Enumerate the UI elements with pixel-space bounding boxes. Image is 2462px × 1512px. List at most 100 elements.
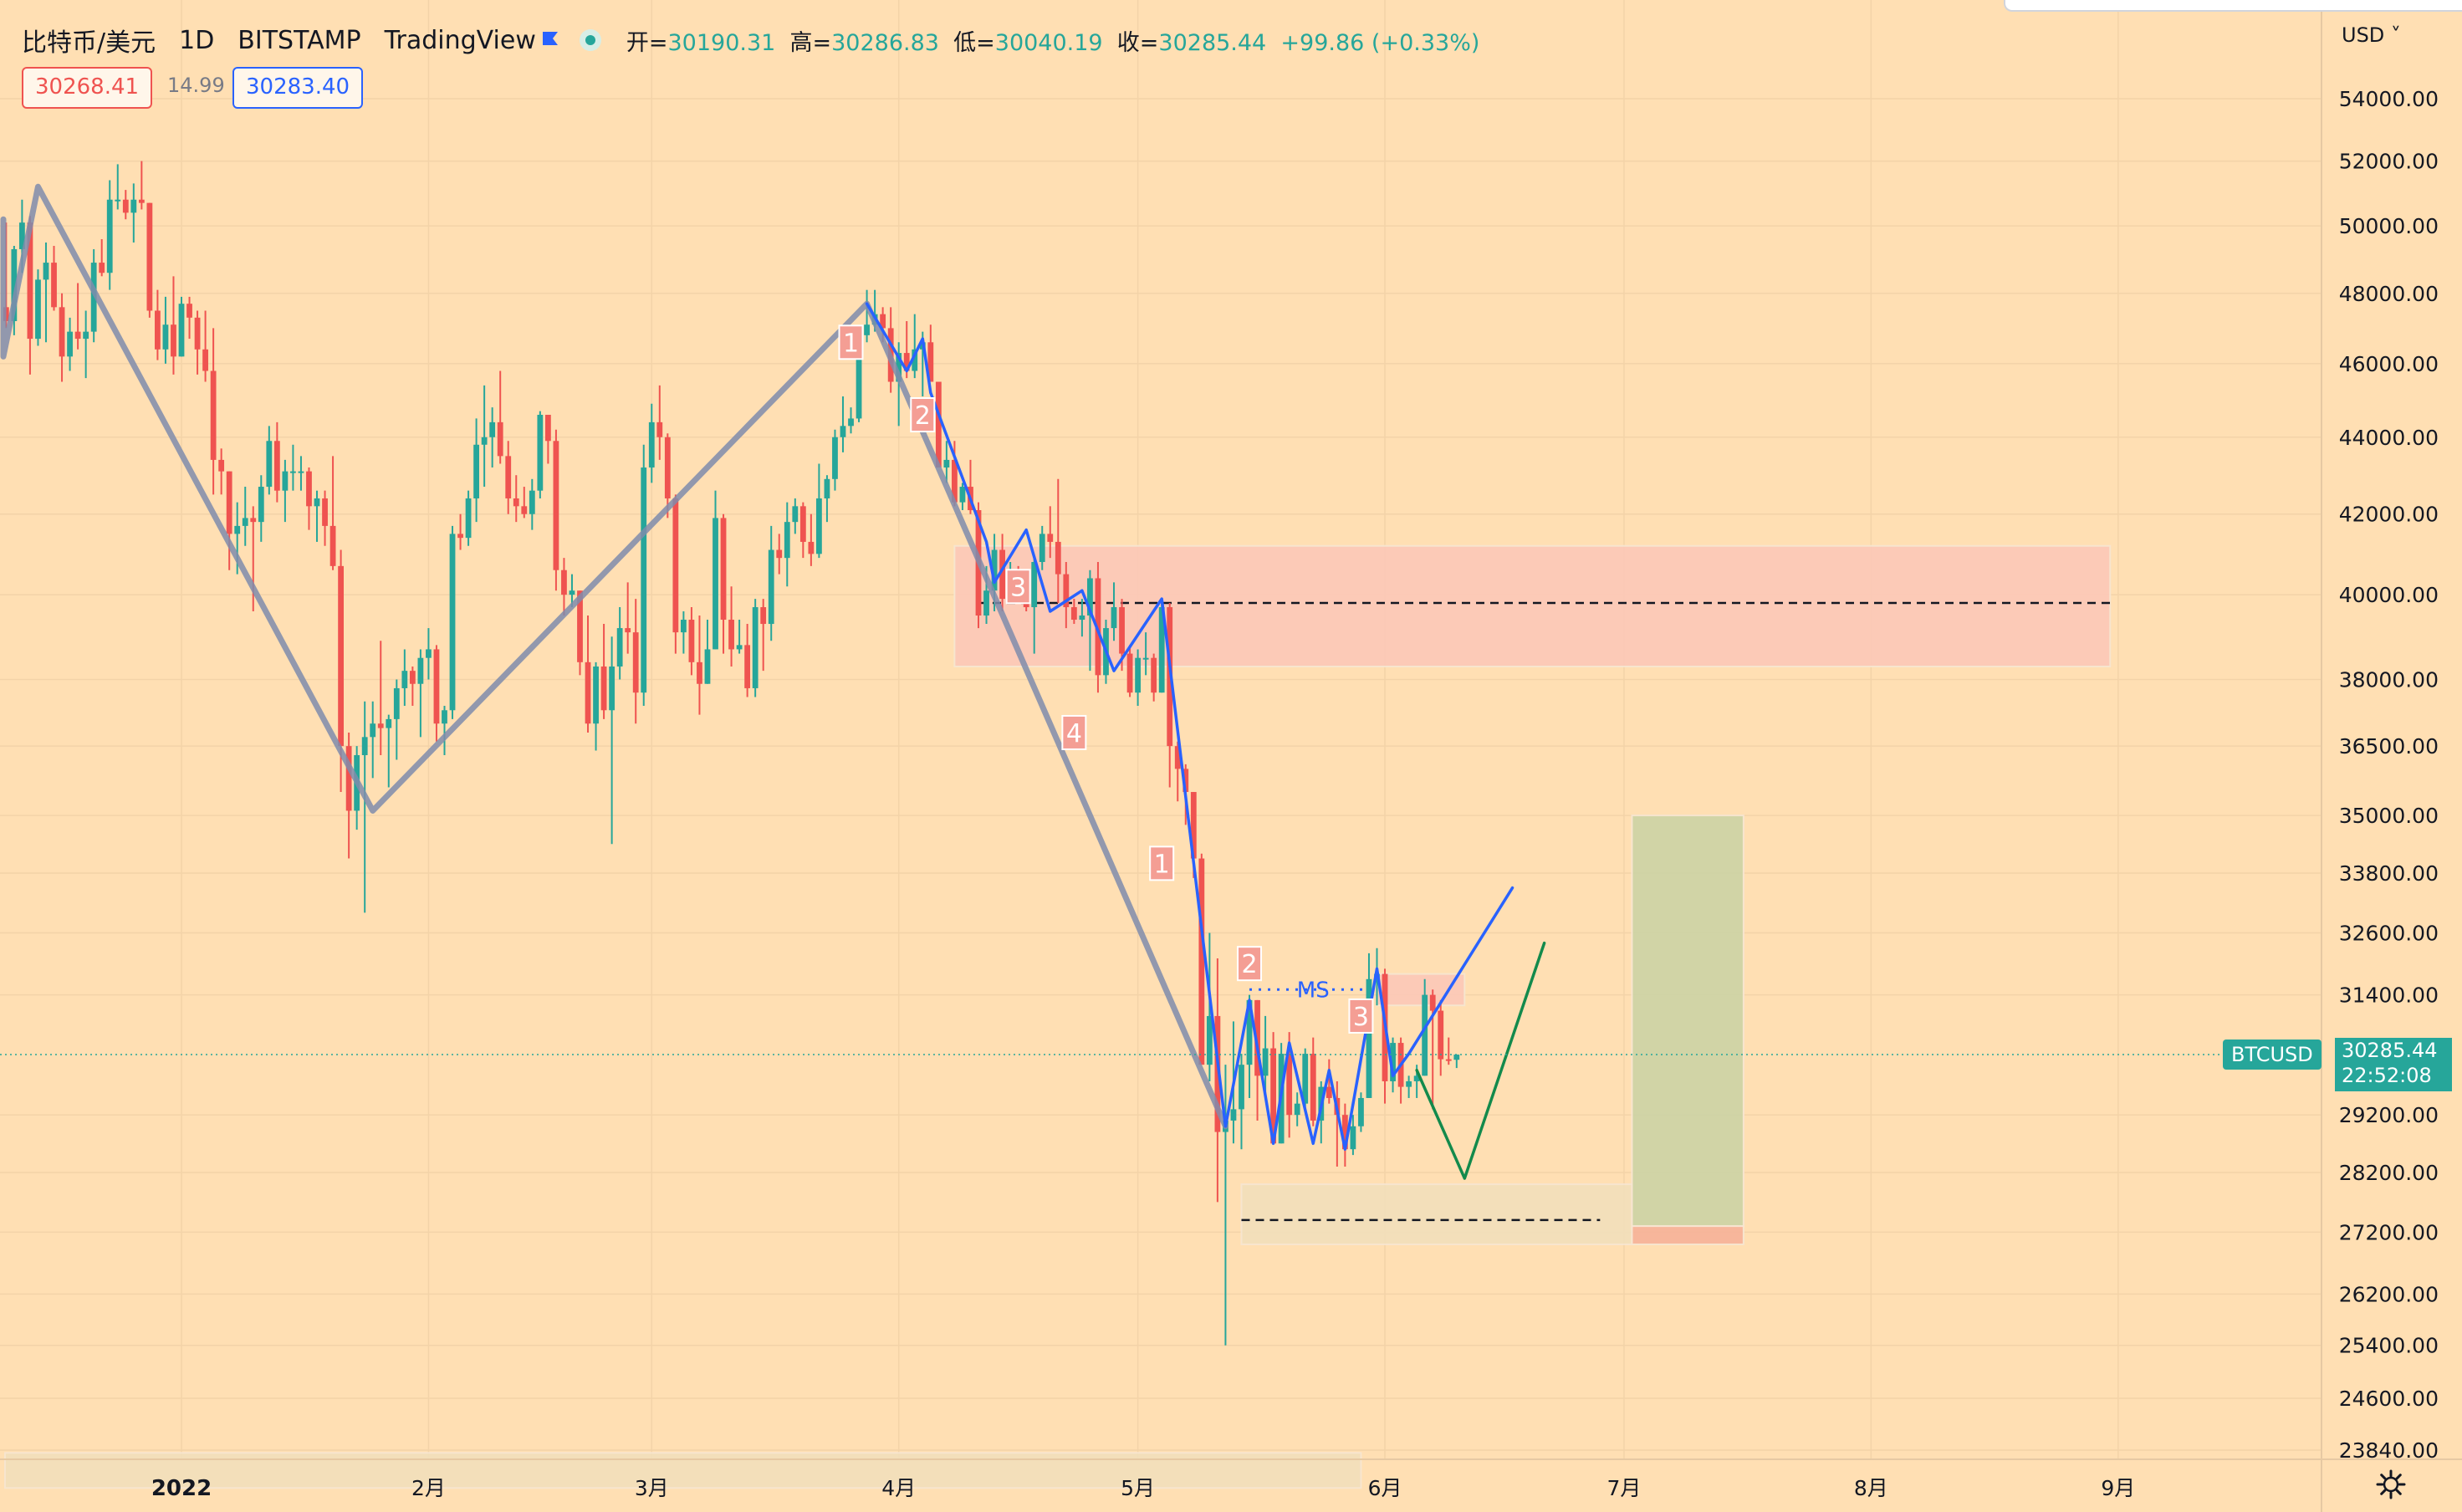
gear-icon[interactable] [2375,1469,2407,1500]
candle [27,216,33,375]
candle [840,396,846,452]
candle [816,463,822,559]
candle [927,324,934,382]
x-tick-label: 6月 [1368,1476,1402,1500]
candle-body [202,349,208,371]
candle-body [1119,607,1125,654]
candle-body [784,522,790,559]
candle-body [409,671,416,684]
candle-body [816,498,822,554]
candle-body [1390,1043,1396,1081]
candle [115,164,121,210]
candle-body [329,525,336,566]
candle [537,411,544,498]
candle-body [194,317,201,350]
candle [329,456,336,570]
candle [1358,1092,1364,1132]
blue-zigzag-may [1223,967,1411,1151]
long-stop [1631,1225,1744,1245]
spread-value: 14.99 [167,74,225,97]
candle [529,478,535,530]
candle-body [1422,994,1428,1076]
candle [59,293,65,382]
candle-body [361,737,368,755]
candle-body [577,590,583,662]
interval-label[interactable]: 1D [179,25,215,55]
y-tick-label: 36500.00 [2339,734,2439,759]
candle-body [1055,541,1061,575]
candle-body [1151,657,1157,693]
wave-label: 1 [1149,845,1175,881]
candle [122,190,129,220]
y-tick-label: 27200.00 [2339,1220,2439,1244]
candle-body [1262,1048,1269,1076]
candle-body [59,307,65,357]
candle [713,490,718,650]
candle-body [1286,1054,1293,1116]
candle-body [569,590,575,595]
wave-label: 3 [1005,569,1031,605]
y-tick-label: 44000.00 [2339,426,2439,450]
candle-body [314,498,320,507]
wave-label-box [838,324,864,360]
candle-body [720,518,727,621]
currency-selector[interactable]: USD ˅ [2342,23,2401,47]
candle [497,370,503,464]
candle [1198,853,1205,1065]
chart-legend: 比特币/美元 1D BITSTAMP TradingView 开=30190.3… [22,22,1479,59]
wave-label-text: 1 [1154,850,1170,879]
candle [736,620,743,654]
candle-body [155,310,161,350]
blue-flag-icon[interactable] [541,30,559,50]
candle-body [776,549,783,559]
candle [433,645,440,742]
last-price-tag: 30285.44 22:52:08 [2335,1038,2452,1091]
symbol-title[interactable]: 比特币/美元 [22,28,156,58]
sell-price-button[interactable]: 30268.41 [22,67,153,109]
open-value: 30190.31 [667,29,776,56]
candle [1429,989,1436,1110]
candle [1039,525,1045,570]
candle [505,441,512,514]
candle-body [1079,616,1085,621]
buy-price-button[interactable]: 30283.40 [232,67,364,109]
candle-body [290,471,296,473]
candle [130,183,137,243]
candle [799,502,806,559]
candle-body [178,304,185,357]
candle-body [1366,978,1372,1098]
wave-label-box [1237,946,1263,982]
supply-zone [953,544,2112,667]
candle-body [74,331,81,340]
candle-body [67,331,73,357]
candle-body [162,324,169,350]
candle-body [609,666,616,711]
candle-body [433,649,440,724]
wave-label: 1 [838,324,864,360]
candle-body [481,437,488,445]
candle-body [186,304,192,318]
candle-body [832,437,838,479]
y-tick-label: 50000.00 [2339,214,2439,238]
candle-body [1438,1010,1444,1060]
candle-body [298,471,304,473]
candle [210,328,217,495]
candle-body [218,459,225,472]
candle-body [680,620,687,633]
candle-body [146,202,153,311]
candle-body [377,723,384,728]
candle [1214,958,1221,1203]
candle [569,574,575,608]
candle-body [1406,1080,1412,1087]
candle-body [672,498,679,633]
countdown-value: 22:52:08 [2342,1064,2432,1087]
candle [1070,599,1077,625]
candle [426,628,432,680]
candle [322,490,328,546]
candle-body [1246,999,1253,1065]
symbol-price-tag: BTCUSD [2223,1040,2322,1070]
candle-body [1063,574,1070,608]
candle-body [529,490,535,514]
x-tick-label: 5月 [1121,1476,1155,1500]
